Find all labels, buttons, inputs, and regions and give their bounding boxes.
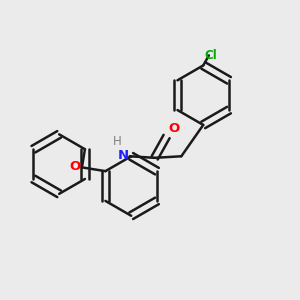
Text: H: H: [113, 135, 122, 148]
Text: Cl: Cl: [205, 49, 217, 62]
Text: O: O: [69, 160, 81, 172]
Text: N: N: [117, 149, 128, 162]
Text: O: O: [169, 122, 180, 135]
